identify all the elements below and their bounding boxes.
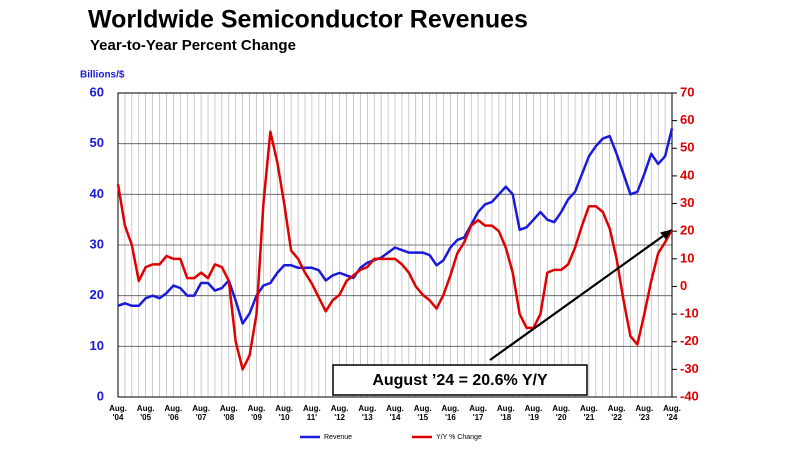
x-tick-label: Aug. '21 (580, 404, 598, 422)
series-line (117, 128, 674, 325)
x-tick-label: Aug. '24 (663, 404, 681, 422)
y2-tick-label: 70 (680, 84, 694, 99)
annotation-box (332, 364, 588, 396)
y-tick-label: 50 (90, 135, 104, 150)
x-tick-label: Aug. '15 (414, 404, 432, 422)
x-tick-label: Aug. '19 (525, 404, 543, 422)
x-tick-label: Aug. 11' (303, 404, 321, 422)
y-tick-label: 20 (90, 287, 104, 302)
annotation: August ’24 = 20.6% Y/Y (372, 372, 548, 389)
y2-tick-label: 40 (680, 167, 694, 182)
y2-tick-label: 0 (680, 278, 687, 293)
y2-tick-label: -10 (680, 306, 699, 321)
y2-tick-label: 50 (680, 140, 694, 155)
x-tick-label: Aug. '05 (137, 404, 155, 422)
x-tick-label: Aug. '20 (552, 404, 570, 422)
x-tick-label: Aug. '23 (635, 404, 653, 422)
y-tick-label: 30 (90, 236, 104, 251)
y-tick-label: 60 (90, 84, 104, 99)
y-tick-label: 40 (90, 186, 104, 201)
arrow-head (660, 229, 672, 240)
series-line (116, 130, 674, 371)
x-tick-label: Aug. '16 (442, 404, 460, 422)
y-tick-label: 10 (90, 338, 104, 353)
x-tick-label: Aug. '22 (608, 404, 626, 422)
x-tick-label: Aug. '10 (275, 404, 293, 422)
x-tick-label: Aug. '12 (331, 404, 349, 422)
y2-tick-label: 20 (680, 223, 694, 238)
y2-tick-label: 60 (680, 112, 694, 127)
x-tick-label: Aug. '17 (469, 404, 487, 422)
y2-tick-label: -20 (680, 333, 699, 348)
chart-subtitle: Year-to-Year Percent Change (90, 37, 296, 54)
x-tick-label: Aug. '07 (192, 404, 210, 422)
x-tick-label: Aug. '08 (220, 404, 238, 422)
y2-tick-label: 10 (680, 250, 694, 265)
y-tick-label: 0 (97, 388, 104, 403)
x-tick-label: Aug. '04 (109, 404, 127, 422)
x-tick-label: Aug. '18 (497, 404, 515, 422)
x-tick-label: Aug. '14 (386, 404, 404, 422)
x-tick-label: Aug. '09 (248, 404, 266, 422)
y2-tick-label: -30 (680, 361, 699, 376)
y-axis-label: Billions/$ (80, 70, 125, 81)
y2-tick-label: -40 (680, 388, 699, 403)
annotation-arrow (489, 231, 669, 361)
legend-label: Y/Y % Change (436, 434, 482, 441)
x-tick-label: Aug. '13 (358, 404, 376, 422)
plot-frame (117, 92, 673, 398)
legend-label: Revenue (324, 434, 352, 441)
y2-tick-label: 30 (680, 195, 694, 210)
chart-title: Worldwide Semiconductor Revenues (88, 6, 528, 34)
x-tick-label: Aug. '06 (165, 404, 183, 422)
